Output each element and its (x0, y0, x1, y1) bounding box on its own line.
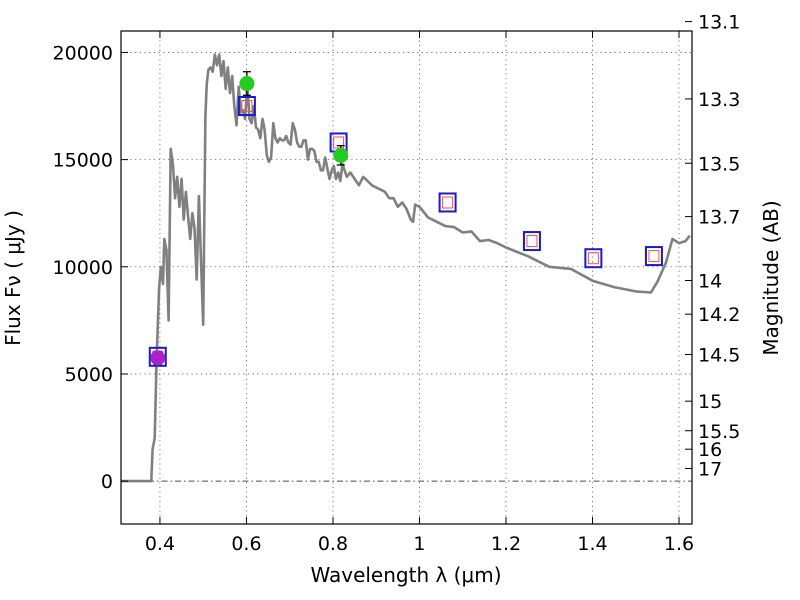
y2-tick-label: 14 (698, 271, 722, 293)
y2-tick-label: 14.5 (698, 344, 740, 366)
y2-tick-label: 13.3 (698, 89, 740, 111)
model-photometry-inner-square (526, 235, 538, 248)
y-axis-label: Flux Fν ( μJy ) (1, 210, 25, 346)
y2-tick-label: 13.7 (698, 207, 740, 229)
x-tick-label: 0.8 (318, 533, 348, 555)
y-tick-label: 20000 (53, 42, 113, 64)
x-tick-label: 1.2 (491, 533, 521, 555)
model-photometry-inner-square (587, 252, 599, 265)
model-photometry-square (644, 246, 663, 267)
observed-photometry-point (239, 76, 255, 92)
y2-tick-label: 16 (698, 439, 722, 461)
model-photometry-square (584, 248, 603, 269)
y-tick-label: 15000 (53, 150, 113, 172)
model-photometry-square (438, 192, 457, 213)
observed-photometry-point (333, 147, 349, 163)
model-photometry-inner-square (442, 196, 454, 209)
y-tick-label: 10000 (53, 257, 113, 279)
x-tick-label: 1 (413, 533, 425, 555)
model-photometry-inner-square (241, 100, 253, 113)
y2-tick-label: 13.1 (698, 12, 740, 34)
y2-tick-label: 14.2 (698, 304, 740, 326)
axis-ticks: 0.4 0.6 0.8 1 1.2 1.4 1.6 0 5000 10000 15000 20000 1… (53, 12, 741, 555)
y2-tick-label: 15.5 (698, 421, 740, 443)
y-tick-label: 0 (101, 471, 113, 493)
y2-tick-label: 17 (698, 458, 722, 480)
y2-axis-label: Magnitude (AB) (759, 200, 783, 355)
model-photometry-square (237, 96, 256, 117)
x-tick-label: 1.4 (577, 533, 607, 555)
y2-tick-label: 15 (698, 391, 722, 413)
model-photometry-inner-square (648, 250, 660, 263)
model-photometry-square (522, 231, 541, 252)
plot-area (121, 53, 691, 483)
y-tick-label: 5000 (65, 364, 113, 386)
x-tick-label: 1.6 (664, 533, 694, 555)
x-tick-label: 0.6 (231, 533, 261, 555)
model-photometry-inner-square (333, 136, 345, 149)
y2-tick-label: 13.5 (698, 153, 740, 175)
spectrum-line (121, 53, 691, 483)
observed-photometry-point (150, 350, 166, 366)
model-photometry-square (148, 346, 167, 367)
x-axis-label: Wavelength λ (μm) (310, 563, 501, 587)
x-tick-label: 0.4 (145, 533, 175, 555)
plot-frame (120, 30, 693, 525)
